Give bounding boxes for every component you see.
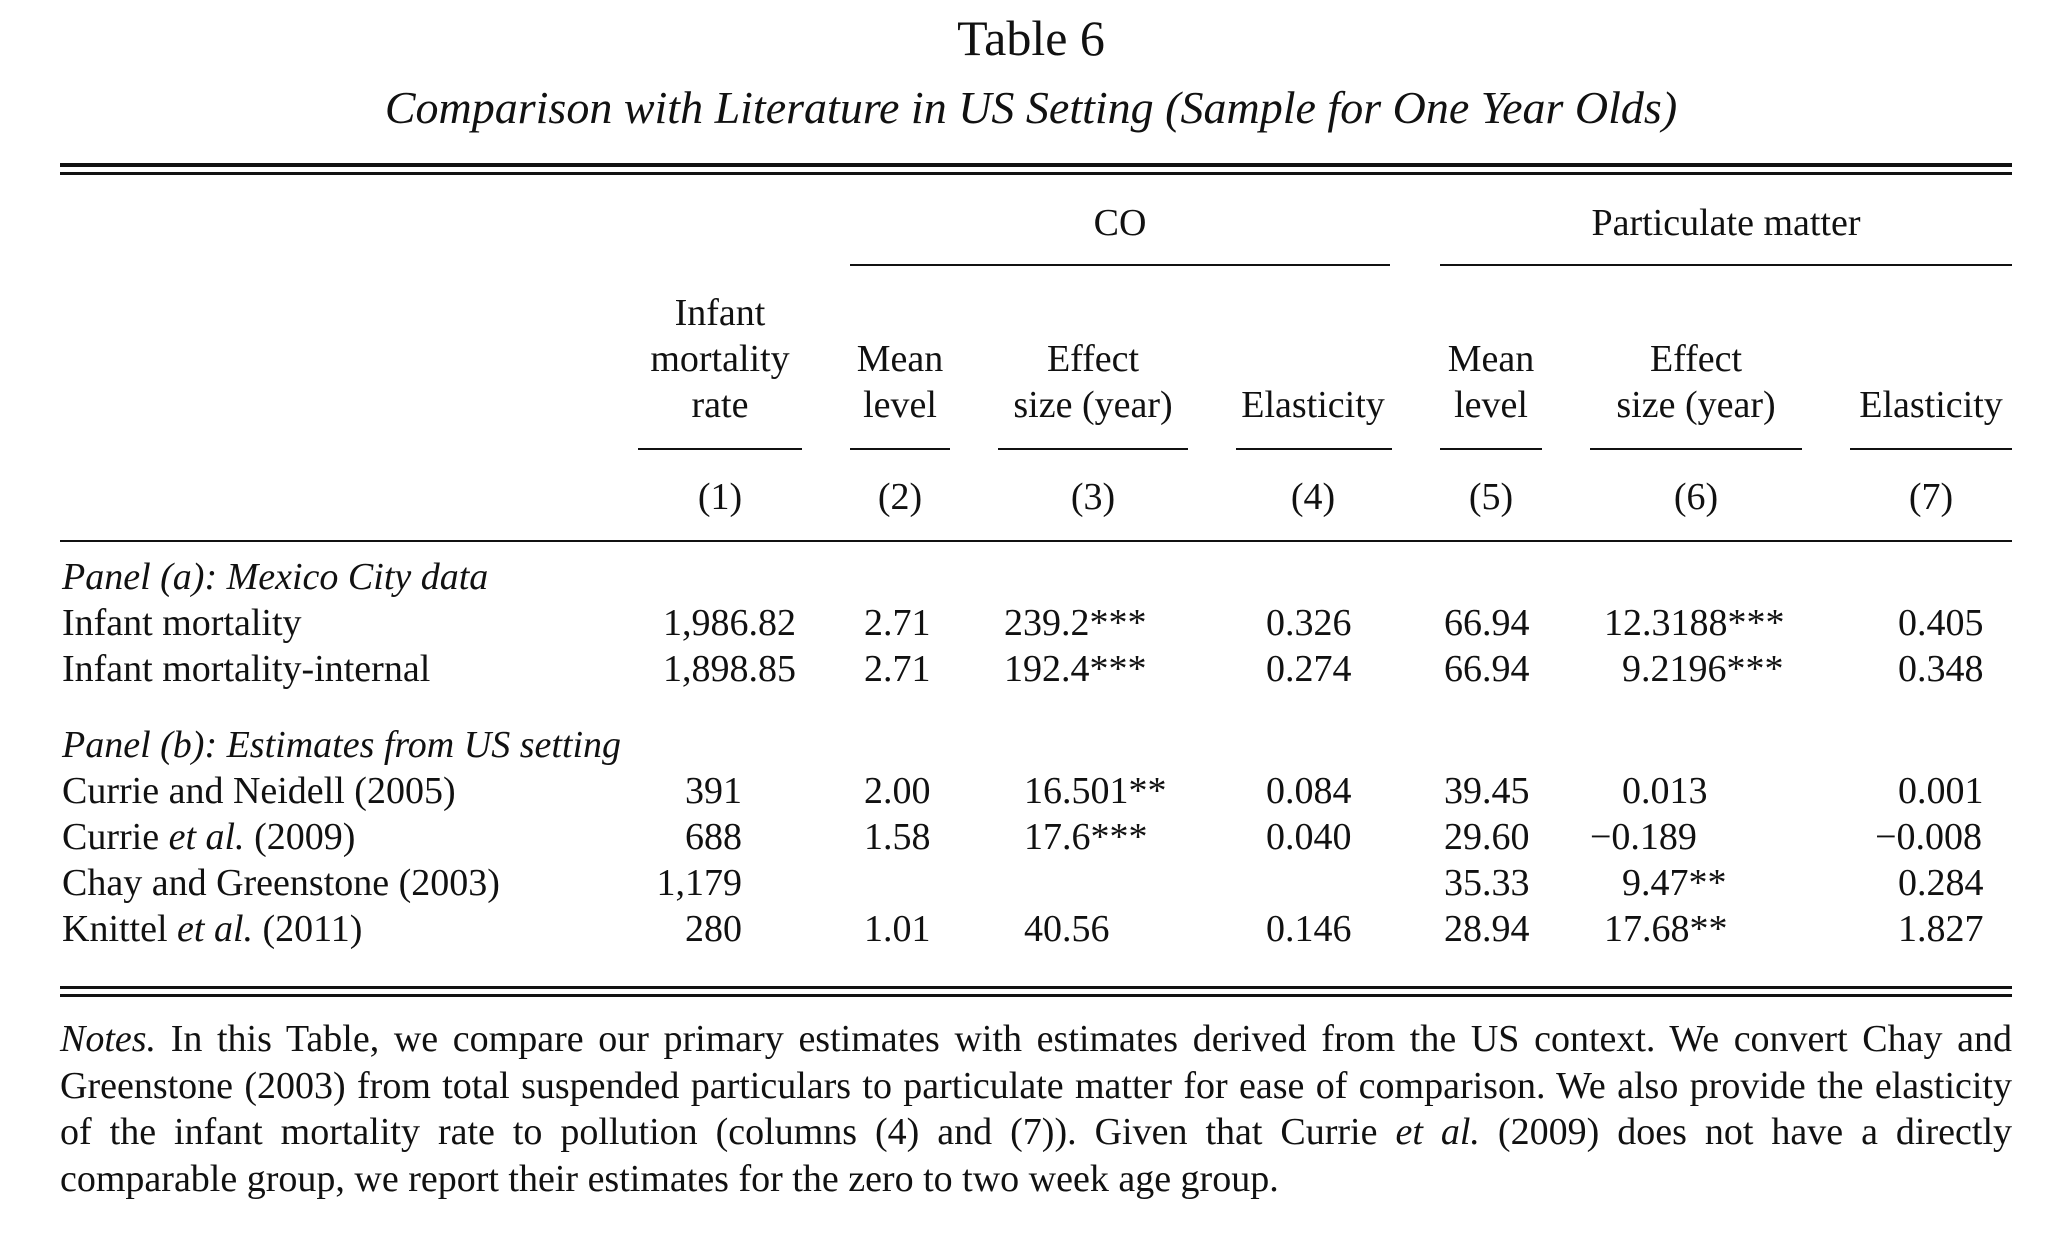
cell-col3: 16.501** xyxy=(1024,770,1167,812)
top-rule-1 xyxy=(60,163,2012,167)
col1-header-line1: Infant xyxy=(674,292,766,334)
col6-header-line2: size (year) xyxy=(1616,384,1776,426)
col5-header-line1: Mean xyxy=(1447,338,1535,380)
cell-col2: 1.01 xyxy=(864,908,931,950)
top-rule-2 xyxy=(60,172,2012,175)
col5-rule xyxy=(1440,448,1542,450)
cell-col6: −0.189 xyxy=(1590,816,1697,858)
col1-rule xyxy=(638,448,802,450)
cell-col4: 0.040 xyxy=(1266,816,1352,858)
notes-italic: et al. xyxy=(1395,1111,1480,1153)
cell-col6: 0.013 xyxy=(1622,770,1708,812)
bottom-rule-2 xyxy=(60,994,2012,997)
cell-col5: 66.94 xyxy=(1444,648,1530,690)
cell-col7: 1.827 xyxy=(1898,908,1984,950)
cell-col1: 1,179 xyxy=(656,862,743,904)
cell-col2: 2.71 xyxy=(864,648,931,690)
cell-col4: 0.084 xyxy=(1266,770,1352,812)
row-label: Infant mortality xyxy=(62,602,302,644)
row-label-suffix: (2011) xyxy=(253,908,363,950)
cell-col2: 1.58 xyxy=(864,816,931,858)
cell-col7: 0.284 xyxy=(1898,862,1984,904)
col2-header-line2: level xyxy=(863,384,937,426)
col2-number: (2) xyxy=(877,476,923,518)
cell-col5: 35.33 xyxy=(1444,862,1530,904)
panel-b-title: Panel (b): Estimates from US setting xyxy=(62,724,622,766)
cell-col3: 192.4*** xyxy=(1004,648,1147,690)
cell-col7: 0.405 xyxy=(1898,602,1984,644)
cell-col3: 239.2*** xyxy=(1004,602,1147,644)
cell-col6: 12.3188*** xyxy=(1604,602,1785,644)
col7-number: (7) xyxy=(1908,476,1954,518)
cell-col5: 29.60 xyxy=(1444,816,1530,858)
cell-col6: 9.2196*** xyxy=(1622,648,1784,690)
cell-col3: 40.56 xyxy=(1024,908,1110,950)
row-label-suffix: (2009) xyxy=(244,816,356,858)
row-label: Infant mortality-internal xyxy=(62,648,431,690)
col5-number: (5) xyxy=(1468,476,1514,518)
col6-number: (6) xyxy=(1673,476,1719,518)
row-label: Chay and Greenstone (2003) xyxy=(62,860,500,906)
col4-rule xyxy=(1236,448,1392,450)
cell-col7: −0.008 xyxy=(1875,816,1982,858)
cell-col1: 688 xyxy=(685,816,742,858)
cell-col3: 17.6*** xyxy=(1024,816,1148,858)
col1-number: (1) xyxy=(697,476,743,518)
cell-col5: 39.45 xyxy=(1444,770,1530,812)
cell-col6: 17.68** xyxy=(1604,908,1728,950)
col2-rule xyxy=(850,448,950,450)
col4-number: (4) xyxy=(1290,476,1336,518)
row-label-text: Currie and Neidell (2005) xyxy=(62,770,456,812)
table-notes: Notes. In this Table, we compare our pri… xyxy=(60,1016,2012,1202)
table-subtitle: Comparison with Literature in US Setting… xyxy=(384,82,1678,133)
row-label-text: Chay and Greenstone (2003) xyxy=(62,862,500,904)
panel-a-title: Panel (a): Mexico City data xyxy=(62,556,489,598)
col3-rule xyxy=(998,448,1188,450)
group-header-co: CO xyxy=(1093,202,1147,244)
col3-header-line2: size (year) xyxy=(1013,384,1173,426)
notes-text: In this Table, we compare our primary es… xyxy=(60,1018,2012,1153)
cell-col4: 0.274 xyxy=(1266,648,1352,690)
cell-col4: 0.326 xyxy=(1266,602,1352,644)
col3-header-line1: Effect xyxy=(1046,338,1140,380)
col2-header-line1: Mean xyxy=(856,338,944,380)
col7-header-line1: Elasticity xyxy=(1859,384,2003,426)
col1-header-line3: rate xyxy=(691,384,749,426)
col6-rule xyxy=(1590,448,1802,450)
table-title: Table 6 xyxy=(957,10,1105,66)
bottom-rule-1 xyxy=(60,986,2012,989)
col3-number: (3) xyxy=(1070,476,1116,518)
row-label-italic: et al. xyxy=(177,908,254,950)
group-rule-co xyxy=(850,264,1390,266)
col1-header-line2: mortality xyxy=(650,338,790,380)
row-label-text: Currie xyxy=(62,816,169,858)
cell-col4: 0.146 xyxy=(1266,908,1352,950)
col4-header-line1: Elasticity xyxy=(1241,384,1385,426)
row-label-text: Knittel xyxy=(62,908,178,950)
cell-col5: 28.94 xyxy=(1444,908,1530,950)
row-label: Currie et al. (2009) xyxy=(62,814,355,860)
notes-lead: Notes. xyxy=(60,1018,157,1060)
row-label-italic: et al. xyxy=(168,816,245,858)
cell-col1: 280 xyxy=(685,908,742,950)
cell-col7: 0.001 xyxy=(1898,770,1984,812)
cell-col5: 66.94 xyxy=(1444,602,1530,644)
row-label: Knittel et al. (2011) xyxy=(62,906,362,952)
cell-col2: 2.71 xyxy=(864,602,931,644)
group-rule-pm xyxy=(1440,264,2012,266)
cell-col1: 1,986.82 xyxy=(663,602,796,644)
notes-text-end: (2009) does not have a directly comparab… xyxy=(60,1111,2012,1200)
col5-header-line2: level xyxy=(1454,384,1528,426)
cell-col1: 1,898.85 xyxy=(663,648,796,690)
cell-col2: 2.00 xyxy=(864,770,931,812)
col6-header-line1: Effect xyxy=(1649,338,1743,380)
cell-col7: 0.348 xyxy=(1898,648,1984,690)
cell-col6: 9.47** xyxy=(1622,862,1727,904)
col7-rule xyxy=(1850,448,2012,450)
row-label: Currie and Neidell (2005) xyxy=(62,768,456,814)
group-header-pm: Particulate matter xyxy=(1591,202,1861,244)
cell-col1: 391 xyxy=(685,770,742,812)
header-rule xyxy=(60,540,2012,542)
